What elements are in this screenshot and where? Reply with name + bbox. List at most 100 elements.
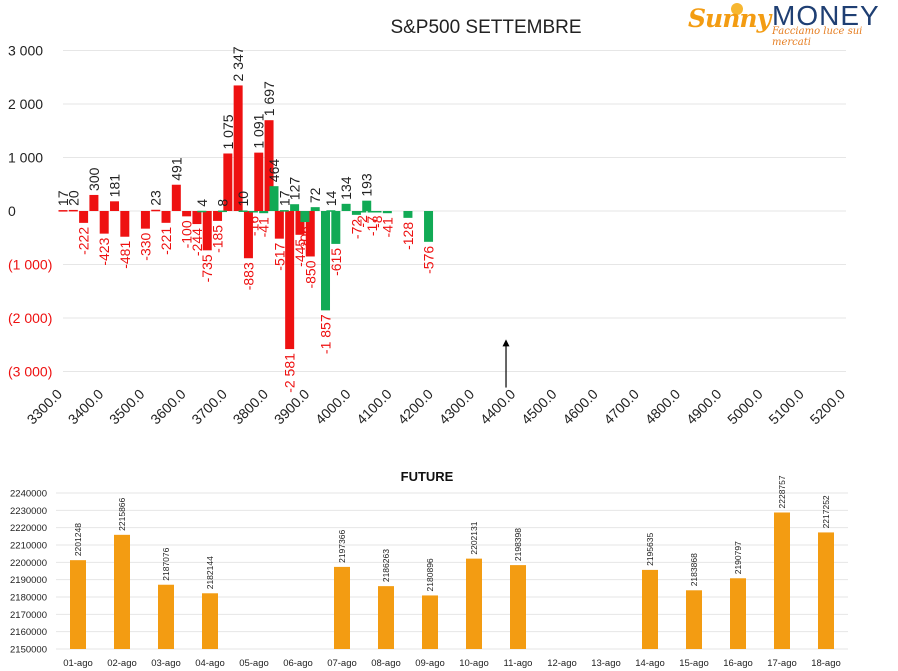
x-tick-label: 05-ago — [239, 658, 269, 669]
bar — [510, 565, 526, 649]
data-label: -41 — [379, 217, 395, 237]
bar — [279, 210, 289, 212]
x-tick-label: 03-ago — [151, 658, 181, 669]
x-tick-label: 11-ago — [504, 658, 533, 669]
bar — [424, 211, 434, 242]
y-tick-label: (2 000) — [8, 310, 52, 326]
bar — [285, 211, 295, 350]
x-tick-label: 02-ago — [107, 658, 137, 669]
y-tick-label: 2220000 — [10, 523, 47, 534]
data-label: -615 — [328, 248, 344, 276]
data-label: -17 — [364, 216, 380, 236]
logo-brand: MONEY — [772, 0, 880, 31]
data-label: -481 — [117, 241, 133, 269]
data-label: 4 — [194, 199, 210, 207]
bar — [233, 85, 243, 211]
data-label: 2195635 — [645, 533, 655, 566]
data-label: 181 — [107, 174, 123, 198]
x-tick-label: 07-ago — [327, 658, 357, 669]
data-label: 1 075 — [220, 114, 236, 149]
bar — [238, 210, 248, 212]
bar — [79, 211, 89, 223]
data-label: -576 — [421, 246, 437, 274]
bar — [58, 210, 68, 212]
x-tick-label: 5100.0 — [765, 386, 807, 428]
y-tick-label: 2210000 — [10, 541, 47, 552]
data-label: 300 — [86, 167, 102, 191]
bar — [341, 203, 351, 211]
bar — [310, 207, 320, 211]
data-label: 2202131 — [469, 521, 479, 554]
data-label: 72 — [307, 187, 323, 203]
bar — [114, 534, 130, 649]
bar — [171, 184, 181, 211]
y-tick-label: 3 000 — [8, 43, 43, 59]
x-tick-label: 4800.0 — [642, 386, 684, 428]
x-tick-label: 13-ago — [591, 658, 621, 669]
bar — [217, 210, 227, 213]
data-label: 2 347 — [230, 46, 246, 81]
bar — [362, 200, 372, 211]
data-label: 134 — [338, 176, 354, 200]
data-label: 2197366 — [337, 530, 347, 563]
x-tick-label: 09-ago — [415, 658, 445, 669]
bar — [295, 211, 305, 235]
data-label: 2228757 — [777, 475, 787, 508]
bar — [140, 211, 150, 229]
logo: Sunny MONEY Facciamo luce sui mercati — [686, 0, 892, 48]
x-tick-label: 3400.0 — [65, 386, 107, 428]
data-label: 1 091 — [251, 113, 267, 148]
bar — [351, 211, 361, 215]
bar — [243, 211, 253, 259]
data-label: 10 — [235, 191, 251, 207]
y-tick-label: 1 000 — [8, 150, 43, 166]
bar — [466, 558, 482, 649]
bar — [110, 201, 120, 211]
bar — [730, 578, 746, 649]
bar — [182, 211, 192, 217]
x-tick-label: 4300.0 — [436, 386, 478, 428]
logo-tagline: Facciamo luce sui mercati — [772, 26, 863, 48]
data-label: 1 697 — [261, 81, 277, 116]
data-label: -41 — [256, 217, 272, 237]
bar — [818, 532, 834, 649]
data-label: 464 — [266, 159, 282, 183]
data-label: 23 — [148, 190, 164, 206]
bar — [161, 211, 171, 223]
bar — [326, 210, 336, 212]
x-tick-label: 3300.0 — [24, 386, 66, 428]
data-label: 127 — [287, 177, 303, 201]
x-tick-label: 08-ago — [371, 658, 401, 669]
data-label: -850 — [302, 260, 318, 288]
bar — [334, 566, 350, 649]
bar — [158, 584, 174, 649]
sun-icon — [731, 3, 743, 15]
x-tick-label: 3500.0 — [106, 386, 148, 428]
data-label: -72 — [348, 219, 364, 239]
x-tick-label: 4700.0 — [600, 386, 642, 428]
data-label: 17 — [55, 190, 71, 206]
data-label: 2183868 — [689, 553, 699, 586]
bar — [202, 211, 212, 251]
bar — [264, 120, 274, 211]
x-tick-label: 4600.0 — [559, 386, 601, 428]
data-label: 2186263 — [381, 549, 391, 582]
bar — [372, 211, 382, 213]
data-label: 17 — [276, 190, 292, 206]
bar — [89, 194, 99, 211]
x-tick-label: 4400.0 — [477, 386, 519, 428]
bar — [259, 211, 269, 214]
logo-script: Sunny — [688, 4, 771, 33]
bar — [378, 586, 394, 649]
x-tick-label: 06-ago — [283, 658, 313, 669]
bar — [290, 204, 300, 211]
data-label: 8 — [214, 199, 230, 207]
y-tick-label: 2150000 — [10, 645, 47, 656]
future-title: FUTURE — [401, 469, 454, 484]
bar — [269, 186, 279, 211]
x-tick-label: 4900.0 — [683, 386, 725, 428]
bar — [213, 211, 223, 221]
bar — [305, 211, 315, 257]
bar — [223, 153, 233, 211]
data-label: 2180896 — [425, 558, 435, 591]
